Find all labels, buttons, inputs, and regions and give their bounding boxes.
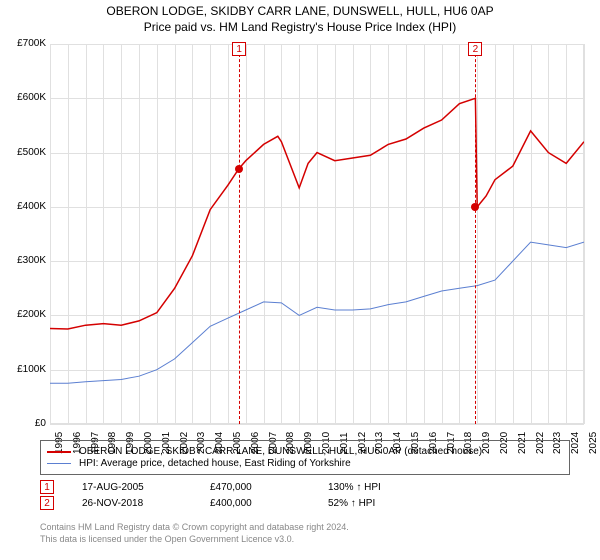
footnote-line-2: This data is licensed under the Open Gov… <box>40 534 349 546</box>
chart-subtitle: Price paid vs. HM Land Registry's House … <box>0 20 600 34</box>
chart-title: OBERON LODGE, SKIDBY CARR LANE, DUNSWELL… <box>0 4 600 18</box>
chart-area: £0£100K£200K£300K£400K£500K£600K£700K199… <box>50 44 584 424</box>
footnote-line-1: Contains HM Land Registry data © Crown c… <box>40 522 349 534</box>
legend: OBERON LODGE, SKIDBY CARR LANE, DUNSWELL… <box>40 440 570 475</box>
marker-table: 117-AUG-2005£470,000130% ↑ HPI226-NOV-20… <box>40 478 409 512</box>
chart-header: OBERON LODGE, SKIDBY CARR LANE, DUNSWELL… <box>0 0 600 34</box>
footnote: Contains HM Land Registry data © Crown c… <box>40 522 349 545</box>
